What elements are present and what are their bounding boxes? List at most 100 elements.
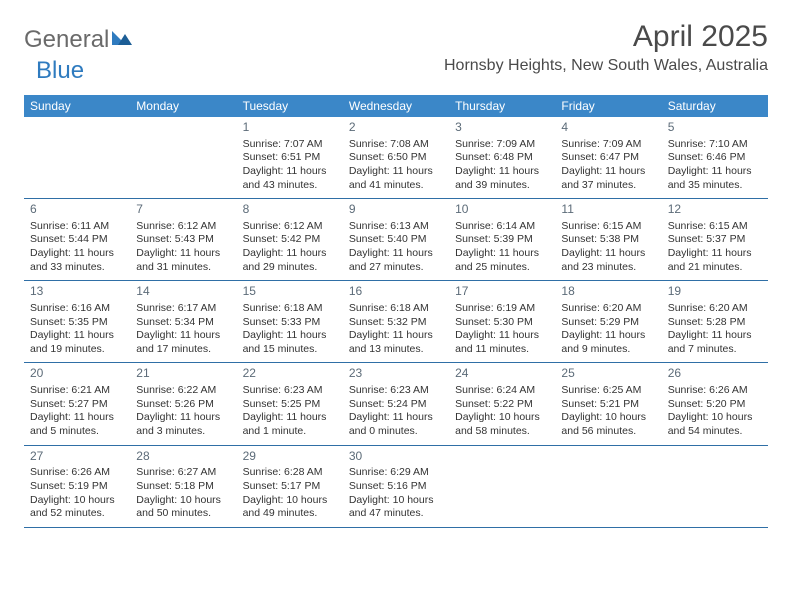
day-number: 23 <box>349 366 443 382</box>
sunrise-text: Sunrise: 6:27 AM <box>136 466 230 480</box>
daylight-text: Daylight: 10 hours <box>136 494 230 508</box>
calendar-day-cell: 29Sunrise: 6:28 AMSunset: 5:17 PMDayligh… <box>237 446 343 527</box>
calendar-empty-cell <box>130 117 236 198</box>
calendar-day-cell: 17Sunrise: 6:19 AMSunset: 5:30 PMDayligh… <box>449 281 555 362</box>
calendar-header-row: SundayMondayTuesdayWednesdayThursdayFrid… <box>24 95 768 117</box>
weekday-header: Monday <box>130 95 236 117</box>
day-number: 11 <box>561 202 655 218</box>
daylight-text: and 47 minutes. <box>349 507 443 521</box>
sunrise-text: Sunrise: 6:19 AM <box>455 302 549 316</box>
calendar-empty-cell <box>555 446 661 527</box>
calendar-week-row: 1Sunrise: 7:07 AMSunset: 6:51 PMDaylight… <box>24 117 768 199</box>
weekday-header: Tuesday <box>237 95 343 117</box>
sunrise-text: Sunrise: 6:13 AM <box>349 220 443 234</box>
calendar-day-cell: 16Sunrise: 6:18 AMSunset: 5:32 PMDayligh… <box>343 281 449 362</box>
sunrise-text: Sunrise: 6:26 AM <box>30 466 124 480</box>
calendar-day-cell: 10Sunrise: 6:14 AMSunset: 5:39 PMDayligh… <box>449 199 555 280</box>
sunset-text: Sunset: 6:46 PM <box>668 151 762 165</box>
daylight-text: and 35 minutes. <box>668 179 762 193</box>
daylight-text: and 29 minutes. <box>243 261 337 275</box>
daylight-text: and 17 minutes. <box>136 343 230 357</box>
daylight-text: and 21 minutes. <box>668 261 762 275</box>
daylight-text: and 3 minutes. <box>136 425 230 439</box>
sunrise-text: Sunrise: 7:10 AM <box>668 138 762 152</box>
sunset-text: Sunset: 5:21 PM <box>561 398 655 412</box>
sunset-text: Sunset: 6:51 PM <box>243 151 337 165</box>
calendar-day-cell: 20Sunrise: 6:21 AMSunset: 5:27 PMDayligh… <box>24 363 130 444</box>
calendar-day-cell: 3Sunrise: 7:09 AMSunset: 6:48 PMDaylight… <box>449 117 555 198</box>
sunrise-text: Sunrise: 6:28 AM <box>243 466 337 480</box>
sunrise-text: Sunrise: 7:07 AM <box>243 138 337 152</box>
daylight-text: and 39 minutes. <box>455 179 549 193</box>
day-number: 21 <box>136 366 230 382</box>
sunrise-text: Sunrise: 6:20 AM <box>561 302 655 316</box>
day-number: 26 <box>668 366 762 382</box>
brand-word1: General <box>24 26 109 54</box>
daylight-text: Daylight: 11 hours <box>349 165 443 179</box>
day-number: 13 <box>30 284 124 300</box>
sunset-text: Sunset: 5:32 PM <box>349 316 443 330</box>
calendar-body: 1Sunrise: 7:07 AMSunset: 6:51 PMDaylight… <box>24 117 768 528</box>
brand-logo: General <box>24 26 134 54</box>
daylight-text: and 0 minutes. <box>349 425 443 439</box>
sunrise-text: Sunrise: 6:14 AM <box>455 220 549 234</box>
calendar-week-row: 13Sunrise: 6:16 AMSunset: 5:35 PMDayligh… <box>24 281 768 363</box>
calendar-day-cell: 11Sunrise: 6:15 AMSunset: 5:38 PMDayligh… <box>555 199 661 280</box>
brand-word2: Blue <box>36 57 84 85</box>
daylight-text: Daylight: 11 hours <box>30 329 124 343</box>
calendar-day-cell: 2Sunrise: 7:08 AMSunset: 6:50 PMDaylight… <box>343 117 449 198</box>
day-number: 28 <box>136 449 230 465</box>
calendar-page: General April 2025 Hornsby Heights, New … <box>0 0 792 548</box>
daylight-text: and 37 minutes. <box>561 179 655 193</box>
daylight-text: Daylight: 11 hours <box>136 329 230 343</box>
daylight-text: Daylight: 11 hours <box>349 329 443 343</box>
daylight-text: and 15 minutes. <box>243 343 337 357</box>
day-number: 4 <box>561 120 655 136</box>
sunset-text: Sunset: 5:28 PM <box>668 316 762 330</box>
day-number: 17 <box>455 284 549 300</box>
sunset-text: Sunset: 5:35 PM <box>30 316 124 330</box>
daylight-text: and 31 minutes. <box>136 261 230 275</box>
sunset-text: Sunset: 5:16 PM <box>349 480 443 494</box>
sunset-text: Sunset: 5:19 PM <box>30 480 124 494</box>
daylight-text: Daylight: 11 hours <box>243 411 337 425</box>
sunset-text: Sunset: 5:20 PM <box>668 398 762 412</box>
daylight-text: and 1 minute. <box>243 425 337 439</box>
sunset-text: Sunset: 5:27 PM <box>30 398 124 412</box>
daylight-text: Daylight: 11 hours <box>243 329 337 343</box>
sunset-text: Sunset: 5:26 PM <box>136 398 230 412</box>
sunset-text: Sunset: 5:38 PM <box>561 233 655 247</box>
calendar-week-row: 6Sunrise: 6:11 AMSunset: 5:44 PMDaylight… <box>24 199 768 281</box>
daylight-text: Daylight: 11 hours <box>561 165 655 179</box>
calendar-day-cell: 19Sunrise: 6:20 AMSunset: 5:28 PMDayligh… <box>662 281 768 362</box>
sunrise-text: Sunrise: 6:12 AM <box>136 220 230 234</box>
daylight-text: and 23 minutes. <box>561 261 655 275</box>
daylight-text: Daylight: 11 hours <box>668 165 762 179</box>
calendar-empty-cell <box>449 446 555 527</box>
calendar-day-cell: 30Sunrise: 6:29 AMSunset: 5:16 PMDayligh… <box>343 446 449 527</box>
calendar-day-cell: 13Sunrise: 6:16 AMSunset: 5:35 PMDayligh… <box>24 281 130 362</box>
daylight-text: and 41 minutes. <box>349 179 443 193</box>
calendar-day-cell: 15Sunrise: 6:18 AMSunset: 5:33 PMDayligh… <box>237 281 343 362</box>
daylight-text: Daylight: 11 hours <box>243 247 337 261</box>
sunrise-text: Sunrise: 6:23 AM <box>243 384 337 398</box>
sunset-text: Sunset: 5:34 PM <box>136 316 230 330</box>
calendar-day-cell: 23Sunrise: 6:23 AMSunset: 5:24 PMDayligh… <box>343 363 449 444</box>
sunrise-text: Sunrise: 6:17 AM <box>136 302 230 316</box>
sunrise-text: Sunrise: 6:18 AM <box>243 302 337 316</box>
daylight-text: Daylight: 11 hours <box>349 411 443 425</box>
daylight-text: and 33 minutes. <box>30 261 124 275</box>
calendar-empty-cell <box>662 446 768 527</box>
sunrise-text: Sunrise: 6:29 AM <box>349 466 443 480</box>
sunset-text: Sunset: 5:24 PM <box>349 398 443 412</box>
daylight-text: and 5 minutes. <box>30 425 124 439</box>
daylight-text: Daylight: 11 hours <box>561 329 655 343</box>
daylight-text: Daylight: 11 hours <box>30 411 124 425</box>
calendar-day-cell: 26Sunrise: 6:26 AMSunset: 5:20 PMDayligh… <box>662 363 768 444</box>
calendar-day-cell: 21Sunrise: 6:22 AMSunset: 5:26 PMDayligh… <box>130 363 236 444</box>
sunset-text: Sunset: 5:37 PM <box>668 233 762 247</box>
day-number: 3 <box>455 120 549 136</box>
day-number: 16 <box>349 284 443 300</box>
daylight-text: and 9 minutes. <box>561 343 655 357</box>
sunset-text: Sunset: 5:25 PM <box>243 398 337 412</box>
